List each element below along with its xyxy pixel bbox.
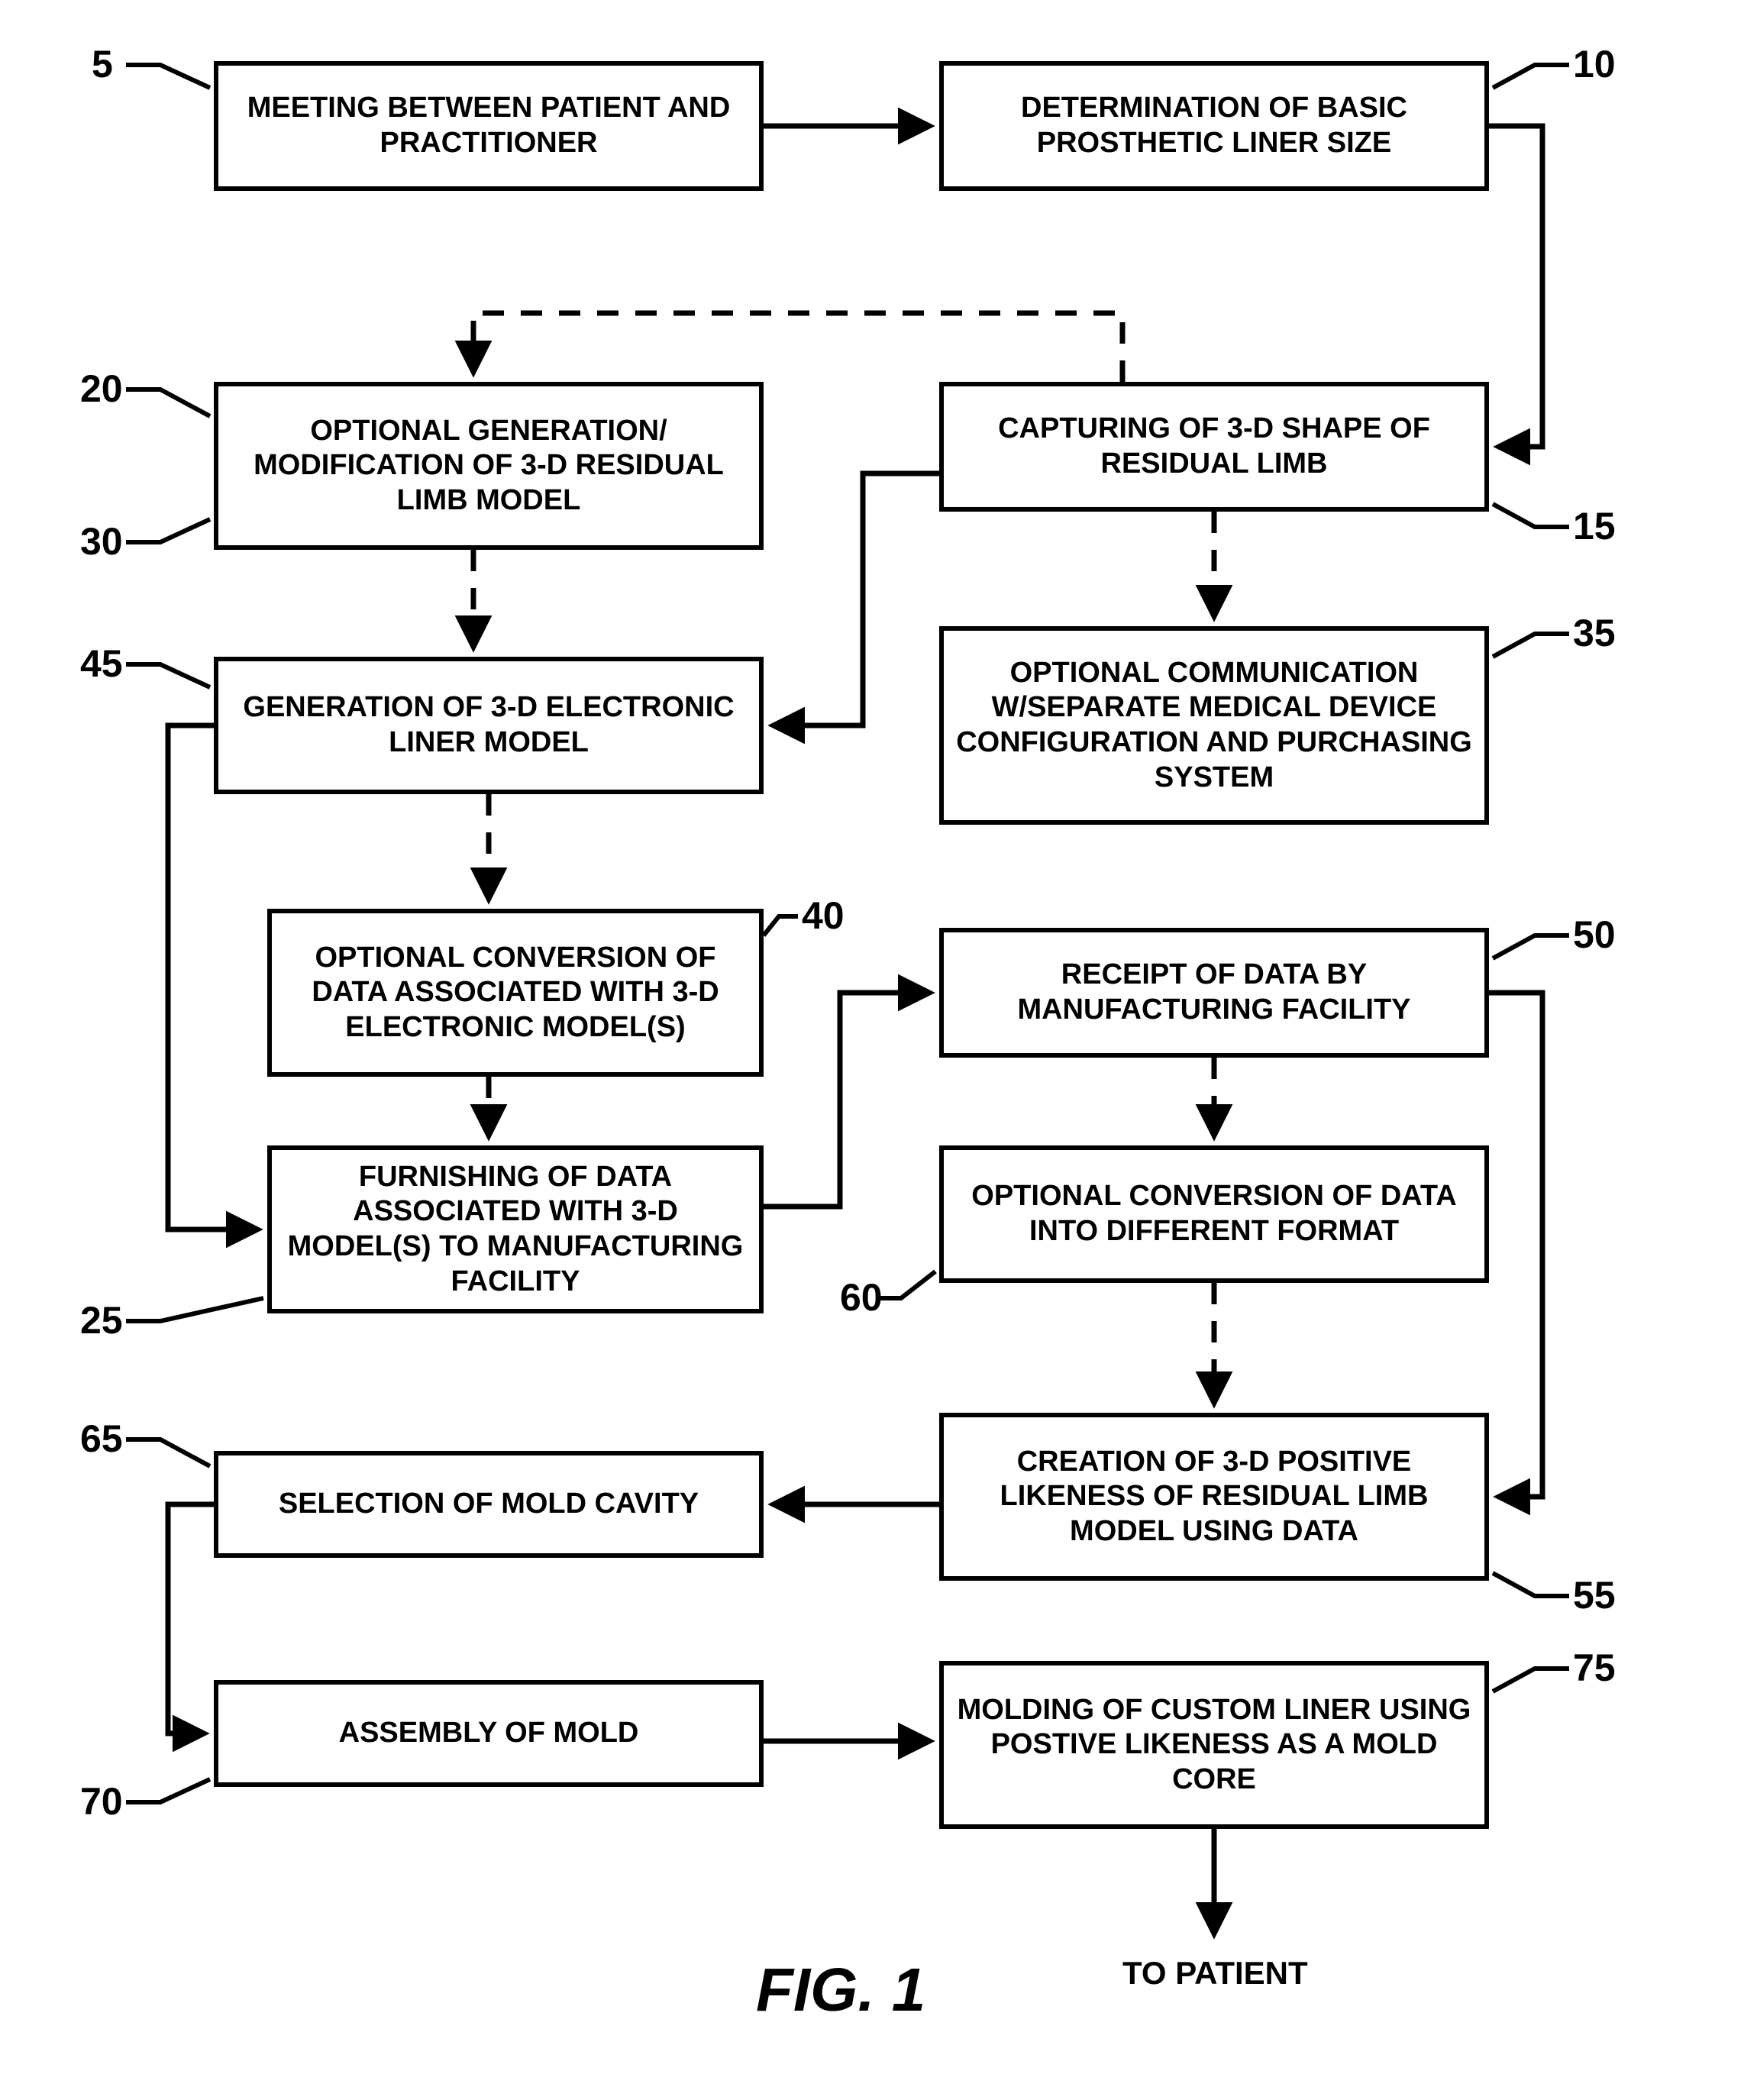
node-35-text: OPTIONAL COMMUNICATION W/SEPARATE MEDICA… bbox=[953, 656, 1475, 795]
label-15: 15 bbox=[1573, 504, 1616, 548]
node-60: OPTIONAL CONVERSION OF DATA INTO DIFFERE… bbox=[939, 1145, 1489, 1283]
node-65-text: SELECTION OF MOLD CAVITY bbox=[279, 1487, 699, 1522]
label-45: 45 bbox=[80, 641, 123, 686]
node-50-text: RECEIPT OF DATA BY MANUFACTURING FACILIT… bbox=[953, 958, 1475, 1027]
node-50: RECEIPT OF DATA BY MANUFACTURING FACILIT… bbox=[939, 928, 1489, 1058]
node-65: SELECTION OF MOLD CAVITY bbox=[214, 1451, 764, 1558]
figure-label: FIG. 1 bbox=[756, 1955, 925, 2025]
label-50: 50 bbox=[1573, 913, 1616, 957]
label-75: 75 bbox=[1573, 1646, 1616, 1690]
label-5: 5 bbox=[92, 42, 113, 86]
label-55: 55 bbox=[1573, 1573, 1616, 1617]
label-25: 25 bbox=[80, 1298, 123, 1342]
node-25-text: FURNISHING OF DATA ASSOCIATED WITH 3-D M… bbox=[281, 1160, 750, 1299]
node-40-text: OPTIONAL CONVERSION OF DATA ASSOCIATED W… bbox=[281, 941, 750, 1045]
label-65: 65 bbox=[80, 1417, 123, 1461]
label-60: 60 bbox=[840, 1275, 883, 1320]
label-30: 30 bbox=[80, 519, 123, 564]
node-15: CAPTURING OF 3-D SHAPE OF RESIDUAL LIMB bbox=[939, 382, 1489, 512]
node-70-text: ASSEMBLY OF MOLD bbox=[339, 1716, 639, 1751]
label-10: 10 bbox=[1573, 42, 1616, 86]
node-20: OPTIONAL GENERATION/ MODIFICATION OF 3-D… bbox=[214, 382, 764, 550]
node-35: OPTIONAL COMMUNICATION W/SEPARATE MEDICA… bbox=[939, 626, 1489, 825]
node-10-text: DETERMINATION OF BASIC PROSTHETIC LINER … bbox=[953, 91, 1475, 160]
label-70: 70 bbox=[80, 1779, 123, 1824]
node-20-text: OPTIONAL GENERATION/ MODIFICATION OF 3-D… bbox=[228, 414, 750, 519]
label-40: 40 bbox=[802, 893, 845, 938]
node-75: MOLDING OF CUSTOM LINER USING POSTIVE LI… bbox=[939, 1661, 1489, 1829]
node-70: ASSEMBLY OF MOLD bbox=[214, 1680, 764, 1787]
node-15-text: CAPTURING OF 3-D SHAPE OF RESIDUAL LIMB bbox=[953, 412, 1475, 481]
label-35: 35 bbox=[1573, 611, 1616, 655]
node-45: GENERATION OF 3-D ELECTRONIC LINER MODEL bbox=[214, 657, 764, 794]
node-55-text: CREATION OF 3-D POSITIVE LIKENESS OF RES… bbox=[953, 1445, 1475, 1549]
node-25: FURNISHING OF DATA ASSOCIATED WITH 3-D M… bbox=[267, 1145, 764, 1313]
node-60-text: OPTIONAL CONVERSION OF DATA INTO DIFFERE… bbox=[953, 1179, 1475, 1249]
label-20: 20 bbox=[80, 367, 123, 411]
to-patient-label: TO PATIENT bbox=[1122, 1955, 1308, 1992]
node-40: OPTIONAL CONVERSION OF DATA ASSOCIATED W… bbox=[267, 909, 764, 1077]
node-5-text: MEETING BETWEEN PATIENT AND PRACTITIONER bbox=[228, 91, 750, 160]
flowchart-container: MEETING BETWEEN PATIENT AND PRACTITIONER… bbox=[0, 0, 1757, 2100]
node-55: CREATION OF 3-D POSITIVE LIKENESS OF RES… bbox=[939, 1413, 1489, 1581]
node-5: MEETING BETWEEN PATIENT AND PRACTITIONER bbox=[214, 61, 764, 191]
node-45-text: GENERATION OF 3-D ELECTRONIC LINER MODEL bbox=[228, 690, 750, 760]
node-75-text: MOLDING OF CUSTOM LINER USING POSTIVE LI… bbox=[953, 1693, 1475, 1798]
node-10: DETERMINATION OF BASIC PROSTHETIC LINER … bbox=[939, 61, 1489, 191]
